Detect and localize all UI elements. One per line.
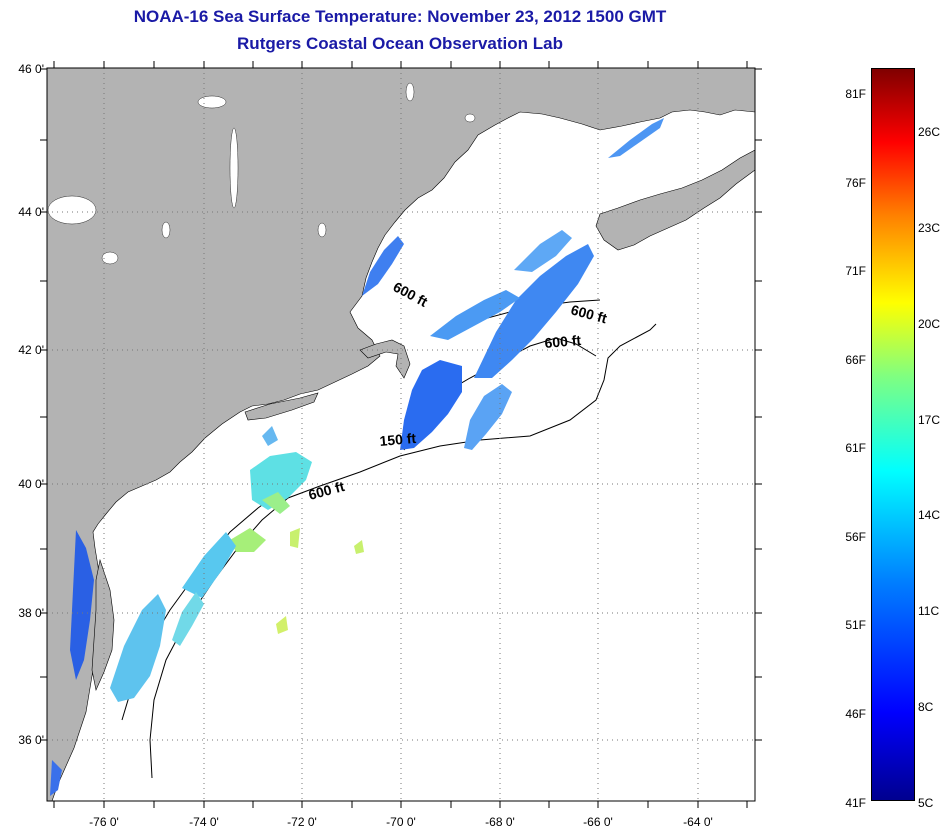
- colorbar-label-c: 17C: [918, 413, 941, 427]
- colorbar-label-c: 23C: [918, 221, 941, 235]
- colorbar-label-f: 51F: [845, 618, 866, 632]
- sst-patch-cool: [608, 118, 664, 158]
- colorbar-label-c: 14C: [918, 508, 941, 522]
- sst-patch-warm: [250, 452, 312, 510]
- lake: [317, 222, 327, 238]
- grid: [47, 68, 755, 801]
- colorbar-label-c: 26C: [918, 125, 941, 139]
- land-delmarva: [91, 558, 115, 691]
- sst-patch-warm: [354, 540, 364, 554]
- lat-label: 40 0': [18, 477, 44, 491]
- lon-label: -74 0': [189, 815, 219, 829]
- colorbar-label-f: 61F: [845, 441, 866, 455]
- sst-patch-cold: [362, 236, 404, 296]
- lake: [229, 127, 239, 209]
- colorbar-label-f: 66F: [845, 353, 866, 367]
- lon-label: -68 0': [485, 815, 515, 829]
- colorbar-label-f: 76F: [845, 176, 866, 190]
- axis-ticks: [40, 61, 762, 808]
- colorbar-label-f: 41F: [845, 796, 866, 810]
- sst-patch-cool: [514, 230, 572, 272]
- sst-patch-cool: [464, 384, 512, 450]
- sst-patch-cool: [430, 290, 520, 340]
- sst-patch-bay: [50, 760, 62, 796]
- colorbar-label-c: 5C: [918, 796, 934, 810]
- sst-patch-mid: [172, 592, 204, 646]
- lake: [197, 95, 227, 109]
- lon-label: -72 0': [287, 815, 317, 829]
- lat-label: 44 0': [18, 205, 44, 219]
- colorbar-label-f: 81F: [845, 87, 866, 101]
- lon-label: -70 0': [386, 815, 416, 829]
- sst-patch-cold: [400, 360, 462, 450]
- lon-label: -66 0': [583, 815, 613, 829]
- sst-patch-warm: [276, 616, 288, 634]
- sst-patch-mid: [182, 532, 236, 598]
- sst-patch-warm: [290, 528, 300, 548]
- lon-label: -76 0': [89, 815, 119, 829]
- map-subtitle: Rutgers Coastal Ocean Observation Lab: [237, 34, 563, 53]
- colorbar-label-c: 20C: [918, 317, 941, 331]
- lake: [161, 221, 171, 239]
- contour-label: 150 ft: [379, 430, 417, 449]
- lon-label: -64 0': [683, 815, 713, 829]
- lake: [464, 113, 476, 123]
- lat-label: 38 0': [18, 606, 44, 620]
- lat-label: 42 0': [18, 343, 44, 357]
- land-long-island: [244, 392, 319, 421]
- sst-patch-bay: [70, 530, 94, 680]
- map-title: NOAA-16 Sea Surface Temperature: Novembe…: [133, 7, 667, 26]
- lake: [405, 82, 415, 102]
- sst-patches: [50, 118, 664, 796]
- lake: [47, 195, 97, 225]
- sst-patch-mid: [110, 594, 166, 702]
- colorbar-label-f: 71F: [845, 264, 866, 278]
- sst-patch-warm: [262, 492, 290, 514]
- sst-patch-warm: [230, 528, 266, 552]
- land-nova-scotia: [595, 149, 755, 251]
- colorbar-label-c: 8C: [918, 700, 934, 714]
- colorbar-label-f: 46F: [845, 707, 866, 721]
- colorbar-label-f: 56F: [845, 530, 866, 544]
- lat-label: 36 0': [18, 733, 44, 747]
- colorbar-label-c: 11C: [918, 604, 940, 618]
- sst-patch-cold: [474, 244, 594, 378]
- lat-label: 46 0': [18, 62, 44, 76]
- temperature-colorbar: [871, 68, 915, 801]
- sst-patch-mid: [262, 426, 278, 446]
- contour-label: 600 ft: [544, 332, 582, 351]
- lake: [101, 251, 119, 265]
